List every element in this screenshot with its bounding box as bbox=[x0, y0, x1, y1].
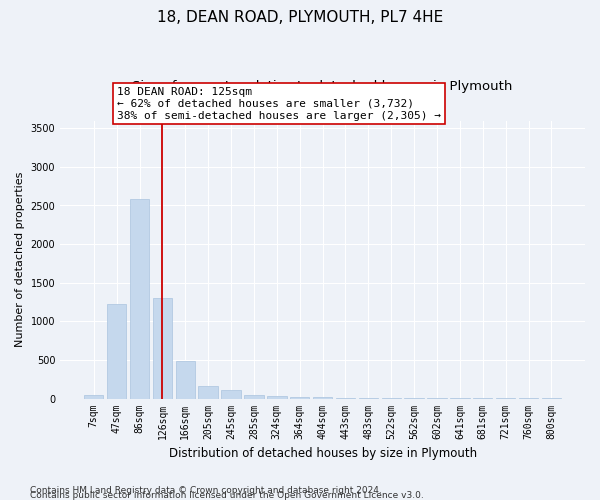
Bar bbox=[84, 394, 103, 398]
Text: Contains public sector information licensed under the Open Government Licence v3: Contains public sector information licen… bbox=[30, 490, 424, 500]
Text: 18, DEAN ROAD, PLYMOUTH, PL7 4HE: 18, DEAN ROAD, PLYMOUTH, PL7 4HE bbox=[157, 10, 443, 25]
Bar bbox=[107, 304, 127, 398]
Bar bbox=[267, 396, 287, 398]
Bar bbox=[176, 362, 195, 399]
Y-axis label: Number of detached properties: Number of detached properties bbox=[15, 172, 25, 347]
Bar bbox=[152, 298, 172, 398]
Bar bbox=[130, 200, 149, 398]
Bar bbox=[199, 386, 218, 398]
Title: Size of property relative to detached houses in Plymouth: Size of property relative to detached ho… bbox=[133, 80, 513, 93]
Text: Contains HM Land Registry data © Crown copyright and database right 2024.: Contains HM Land Registry data © Crown c… bbox=[30, 486, 382, 495]
Bar bbox=[221, 390, 241, 398]
Text: 18 DEAN ROAD: 125sqm
← 62% of detached houses are smaller (3,732)
38% of semi-de: 18 DEAN ROAD: 125sqm ← 62% of detached h… bbox=[116, 88, 440, 120]
Bar bbox=[244, 395, 263, 398]
Bar bbox=[290, 397, 310, 398]
X-axis label: Distribution of detached houses by size in Plymouth: Distribution of detached houses by size … bbox=[169, 447, 476, 460]
